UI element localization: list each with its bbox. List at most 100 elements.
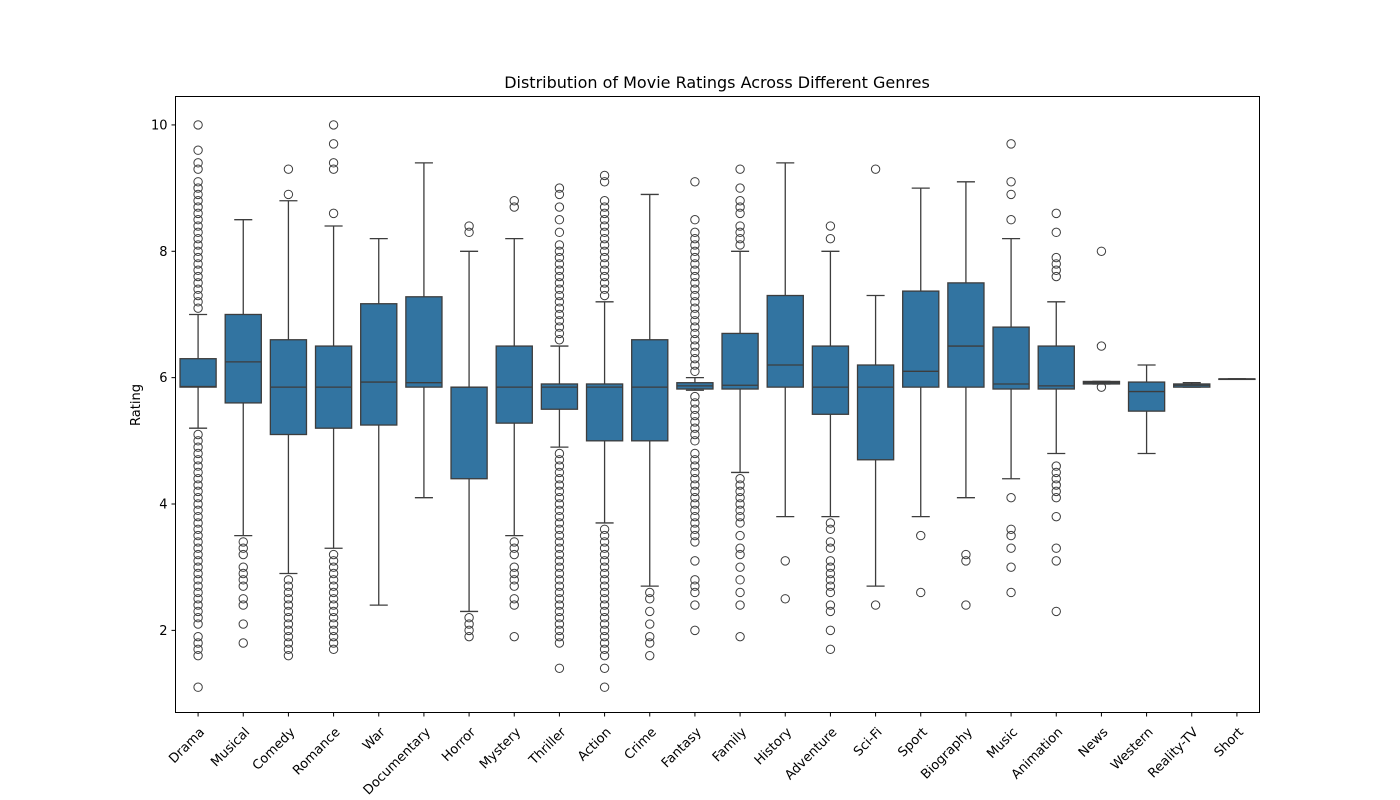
- outlier-point: [690, 366, 700, 377]
- outlier-point: [509, 575, 519, 585]
- outlier-point: [328, 594, 339, 604]
- outlier-point: [283, 594, 294, 604]
- outlier-point: [509, 549, 519, 560]
- x-tick-label: Sport: [895, 725, 930, 760]
- outlier-point: [645, 587, 655, 598]
- outlier-point: [554, 335, 565, 345]
- outlier-point: [193, 177, 203, 187]
- outlier-point: [735, 474, 745, 484]
- outlier-point: [554, 252, 565, 263]
- box-body: [224, 313, 262, 404]
- outlier-point: [193, 575, 203, 585]
- outlier-point: [599, 170, 610, 181]
- outlier-point: [554, 638, 565, 648]
- outlier-point: [283, 600, 294, 610]
- outlier-point: [554, 328, 565, 339]
- outlier-point: [328, 600, 339, 610]
- box-body: [540, 383, 579, 410]
- box-13: [766, 162, 804, 604]
- outlier-point: [645, 650, 655, 661]
- outlier-point: [599, 663, 610, 673]
- outlier-point: [690, 278, 700, 288]
- outlier-point: [690, 271, 700, 282]
- x-tick-label: Fantasy: [659, 725, 705, 771]
- outlier-point: [1096, 246, 1107, 256]
- outlier-point: [780, 594, 790, 604]
- outlier-point: [1051, 480, 1061, 490]
- outlier-point: [1051, 511, 1061, 522]
- outlier-point: [690, 177, 700, 187]
- outlier-point: [328, 625, 339, 636]
- outlier-point: [599, 581, 610, 591]
- outlier-point: [1051, 461, 1061, 471]
- x-tick-label: Action: [575, 725, 614, 764]
- outlier-point: [599, 284, 610, 294]
- outlier-point: [599, 202, 610, 212]
- outlier-point: [690, 252, 700, 263]
- outlier-point: [328, 587, 339, 598]
- boxes-layer: [179, 120, 1256, 692]
- outlier-point: [554, 568, 565, 579]
- outlier-point: [193, 562, 203, 572]
- outlier-point: [554, 505, 565, 516]
- outlier-point: [599, 215, 610, 225]
- outlier-point: [825, 518, 836, 528]
- outlier-point: [690, 486, 700, 497]
- outlier-point: [193, 644, 203, 655]
- outlier-point: [961, 600, 971, 610]
- outlier-point: [509, 537, 519, 547]
- y-tick-label: 6: [159, 371, 167, 386]
- outlier-point: [238, 543, 248, 553]
- outlier-point: [193, 600, 203, 610]
- box-10: [631, 193, 669, 661]
- box-body: [495, 345, 533, 424]
- outlier-point: [554, 625, 565, 636]
- outlier-point: [599, 271, 610, 282]
- outlier-point: [509, 196, 519, 206]
- outlier-point: [238, 594, 248, 604]
- outlier-point: [193, 246, 203, 256]
- outlier-point: [690, 404, 700, 414]
- outlier-point: [1006, 215, 1016, 225]
- outlier-point: [193, 164, 203, 174]
- outlier-point: [599, 240, 610, 250]
- box-23: [1218, 378, 1256, 381]
- box-9: [585, 170, 624, 692]
- outlier-point: [554, 227, 565, 238]
- outlier-point: [690, 474, 700, 484]
- outlier-point: [193, 208, 203, 219]
- outlier-point: [735, 587, 745, 598]
- outlier-point: [1051, 208, 1061, 219]
- outlier-point: [690, 417, 700, 427]
- outlier-point: [599, 278, 610, 288]
- outlier-point: [554, 322, 565, 332]
- box-6: [450, 221, 488, 642]
- outlier-point: [690, 499, 700, 509]
- box-body: [1127, 381, 1166, 412]
- outlier-point: [735, 233, 745, 244]
- outlier-point: [599, 587, 610, 598]
- outlier-point: [238, 562, 248, 572]
- outlier-point: [554, 246, 565, 256]
- outlier-point: [690, 259, 700, 269]
- outlier-point: [690, 467, 700, 478]
- outlier-point: [554, 309, 565, 320]
- outlier-point: [1051, 227, 1061, 238]
- outlier-point: [735, 202, 745, 212]
- box-22: [1173, 382, 1211, 388]
- outlier-point: [554, 461, 565, 471]
- outlier-point: [193, 271, 203, 282]
- outlier-point: [328, 631, 339, 642]
- outlier-point: [870, 164, 881, 174]
- x-tick-label: Romance: [290, 725, 343, 778]
- outlier-point: [1051, 606, 1061, 617]
- outlier-point: [193, 549, 203, 560]
- outlier-point: [283, 575, 294, 585]
- outlier-point: [690, 537, 700, 547]
- outlier-point: [825, 524, 836, 534]
- outlier-point: [193, 240, 203, 250]
- outlier-point: [599, 613, 610, 623]
